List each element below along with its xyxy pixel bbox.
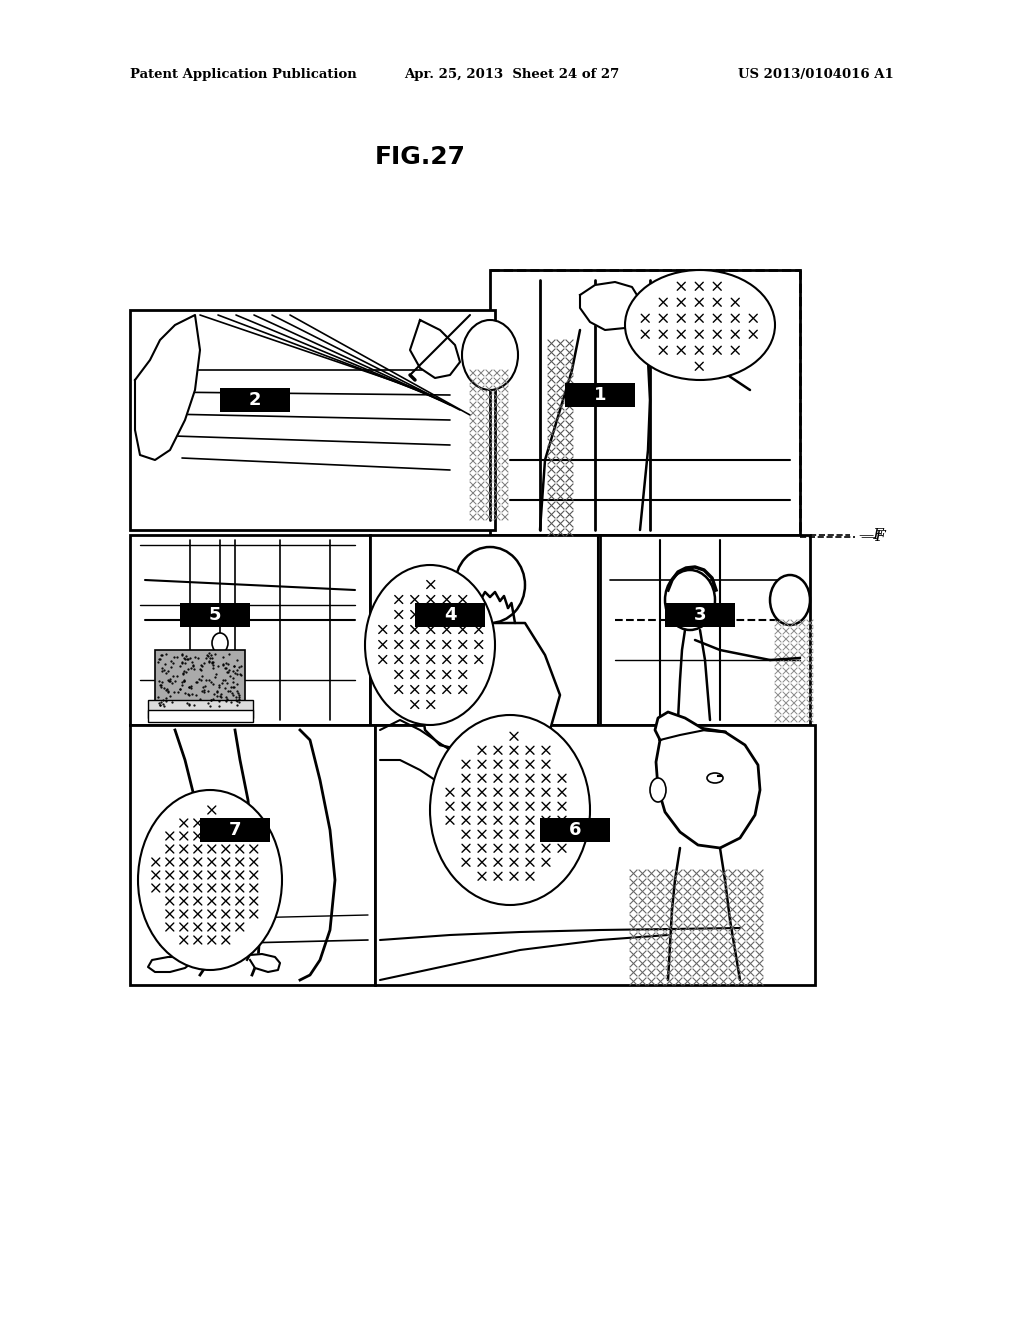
Ellipse shape: [430, 715, 590, 906]
Ellipse shape: [365, 565, 495, 725]
Bar: [600, 535, 810, 725]
Bar: [200, 818, 270, 842]
Polygon shape: [655, 711, 725, 741]
Ellipse shape: [462, 319, 518, 389]
Text: US 2013/0104016 A1: US 2013/0104016 A1: [738, 69, 894, 81]
Ellipse shape: [625, 271, 775, 380]
Polygon shape: [580, 282, 640, 330]
Polygon shape: [148, 957, 198, 972]
Ellipse shape: [665, 570, 715, 630]
Text: Apr. 25, 2013  Sheet 24 of 27: Apr. 25, 2013 Sheet 24 of 27: [404, 69, 620, 81]
Text: FIG.27: FIG.27: [375, 145, 466, 169]
Ellipse shape: [212, 634, 228, 653]
Text: —F: —F: [858, 528, 884, 543]
Polygon shape: [410, 319, 460, 378]
Text: 1: 1: [594, 385, 606, 404]
Text: 4: 4: [443, 606, 457, 624]
Text: 5: 5: [209, 606, 221, 624]
Ellipse shape: [707, 774, 723, 783]
Polygon shape: [247, 954, 280, 972]
Ellipse shape: [770, 576, 810, 624]
Text: 7: 7: [228, 821, 242, 840]
Bar: [130, 310, 495, 531]
Bar: [565, 383, 635, 407]
Text: Patent Application Publication: Patent Application Publication: [130, 69, 356, 81]
Bar: [375, 725, 815, 985]
Bar: [415, 603, 485, 627]
Polygon shape: [135, 315, 200, 459]
Bar: [130, 535, 370, 725]
Bar: [540, 818, 610, 842]
Bar: [180, 603, 250, 627]
Bar: [130, 725, 375, 985]
Polygon shape: [420, 623, 560, 750]
Text: 6: 6: [568, 821, 582, 840]
Bar: [490, 271, 800, 535]
Ellipse shape: [138, 789, 282, 970]
Text: 3: 3: [693, 606, 707, 624]
Bar: [155, 649, 245, 710]
Bar: [148, 710, 253, 722]
Bar: [370, 535, 605, 725]
Bar: [148, 700, 253, 718]
Ellipse shape: [650, 777, 666, 803]
Bar: [665, 603, 735, 627]
Ellipse shape: [455, 546, 525, 623]
Text: 2: 2: [249, 391, 261, 409]
Polygon shape: [656, 729, 760, 847]
Text: —F: —F: [860, 531, 886, 544]
Bar: [220, 388, 290, 412]
